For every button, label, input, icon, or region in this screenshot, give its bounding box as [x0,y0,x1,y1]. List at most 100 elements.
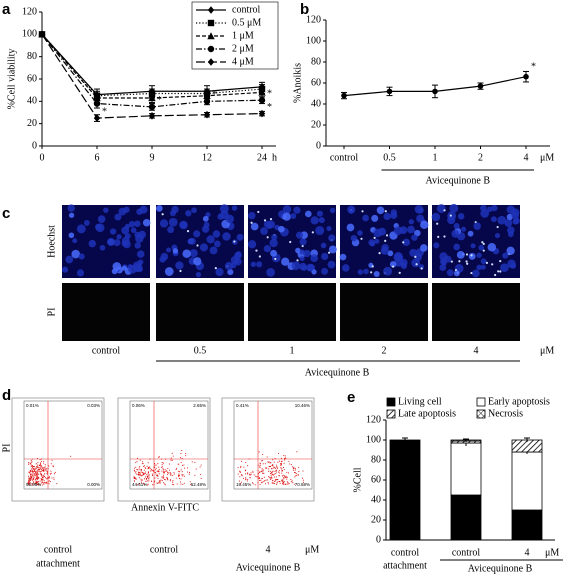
nucleus [504,218,513,227]
event-dot [158,455,160,457]
event-dot [30,473,32,475]
panel-letter: d [2,387,11,404]
event-dot [49,473,52,475]
event-dot [140,472,142,474]
nucleus [250,222,259,231]
quadrant-percent: 18.45% [236,482,251,487]
event-dot [160,479,162,481]
event-dot [33,483,36,485]
event-dot [268,470,270,472]
event-dot [36,466,38,468]
column-label: control [44,544,73,555]
bright-spot [491,263,494,266]
event-dot [37,483,39,485]
event-dot [136,468,138,471]
event-dot [282,474,284,476]
legend-swatch [476,409,486,419]
bright-spot [328,251,331,254]
nucleus [205,212,211,218]
group-label: Avicequinone B [425,175,490,186]
event-dot [280,464,282,466]
bright-spot [443,209,446,212]
nucleus [383,266,393,276]
event-dot [141,479,143,481]
bright-spot [496,225,499,229]
event-dot [268,477,270,479]
event-dot [302,481,304,483]
nucleus [130,227,137,234]
bright-spot [414,255,417,258]
event-dot [140,470,142,472]
nucleus [68,232,75,239]
event-dot [32,478,34,480]
event-dot [29,472,31,474]
event-dot [162,474,165,476]
event-dot [137,474,139,476]
x-tick-label: 4 [525,547,530,558]
event-dot [46,470,48,473]
event-dot [254,484,256,486]
event-dot [298,471,300,473]
panel-letter: b [300,1,309,18]
event-dot [30,477,32,480]
event-dot [271,472,273,474]
nucleus [209,246,218,255]
nucleus [71,249,81,259]
bright-spot [266,236,269,239]
nucleus [306,263,314,272]
nucleus [281,257,290,266]
nucleus [99,244,106,251]
panel-letter: a [2,1,11,18]
unit: μM [540,345,554,356]
event-dot [278,460,281,462]
marker [207,6,215,14]
event-dot [136,460,138,462]
event-dot [152,469,154,472]
bright-spot [301,244,304,248]
micrograph [156,283,244,341]
event-dot [281,472,283,474]
event-dot [145,467,147,470]
nucleus [389,261,397,268]
x-unit: h [272,152,277,163]
event-dot [136,473,138,475]
event-dot [144,473,146,475]
event-dot [51,459,53,461]
event-dot [241,460,243,462]
event-dot [30,462,32,464]
event-dot [38,481,40,483]
event-dot [38,478,40,480]
nucleus [321,267,329,275]
nucleus [408,219,414,225]
legend-label: Necrosis [488,408,523,419]
event-dot [180,461,182,464]
event-dot [277,471,280,473]
event-dot [164,469,166,471]
bright-spot [360,237,363,240]
nucleus [138,230,146,239]
bright-spot [497,270,500,273]
event-dot [33,482,35,484]
legend-label: 2 μM [232,43,254,54]
bright-spot [378,252,381,255]
nucleus [500,263,509,272]
event-dot [135,461,137,464]
nucleus [362,214,369,222]
event-dot [259,471,261,473]
event-dot [44,464,46,466]
event-dot [43,474,45,476]
event-dot [40,482,42,484]
nucleus [490,216,497,223]
nucleus [270,249,277,257]
bright-spot [437,235,440,238]
nucleus [121,226,130,235]
event-dot [146,474,148,476]
event-dot [194,474,196,476]
quadrant-percent: 0.06% [132,403,145,408]
event-dot [301,477,304,479]
event-dot [259,483,261,485]
y-tick-label: 40 [371,494,381,505]
event-dot [274,473,276,475]
nucleus [113,239,121,247]
event-dot [30,475,33,477]
